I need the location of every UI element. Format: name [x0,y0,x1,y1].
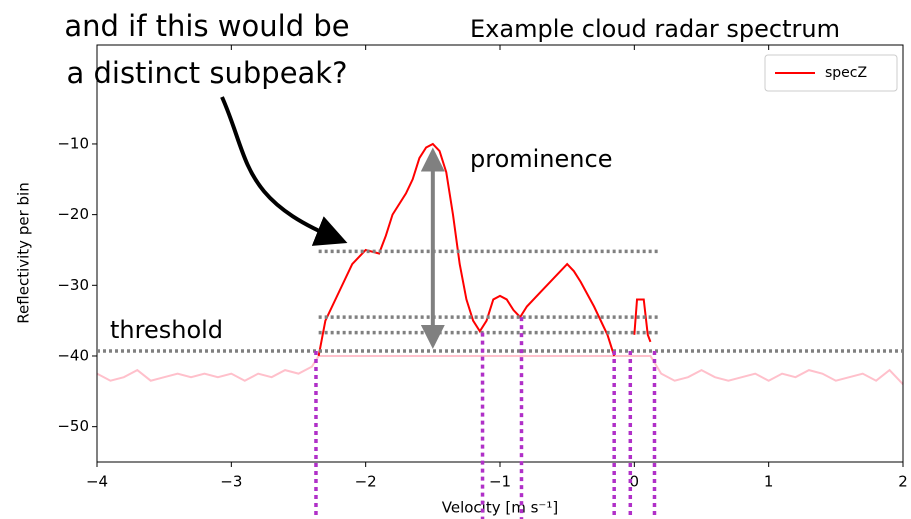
noise-line [96,354,904,385]
legend-box [764,54,898,92]
y-tick-label: −10 [57,134,89,152]
x-tick-label: −3 [220,473,242,491]
y-tick-label: −50 [57,417,89,435]
legend: specZ [764,54,898,92]
x-axis-label: Velocity [m s⁻¹] [442,499,558,517]
annotation-arrow [220,96,348,246]
x-tick-label: 1 [764,473,774,491]
series-line [317,142,652,357]
threshold-label: threshold [110,316,223,344]
x-tick-label: −2 [355,473,377,491]
y-tick-label: −20 [57,205,89,223]
annotation-line: and if this would be [64,9,349,43]
axes-frame [96,44,904,463]
annotation-line: a distinct subpeak? [66,56,347,90]
chart-title: Example cloud radar spectrum [470,15,840,43]
x-tick-label: 0 [630,473,640,491]
x-tick-label: −1 [489,473,511,491]
y-tick-label: −40 [57,346,89,364]
legend-label: specZ [825,65,867,81]
x-tick-label: −4 [86,473,108,491]
y-axis-label: Reflectivity per bin [15,182,33,323]
x-tick-label: 2 [898,473,908,491]
y-tick-label: −30 [57,276,89,294]
prominence-label: prominence [470,145,612,173]
